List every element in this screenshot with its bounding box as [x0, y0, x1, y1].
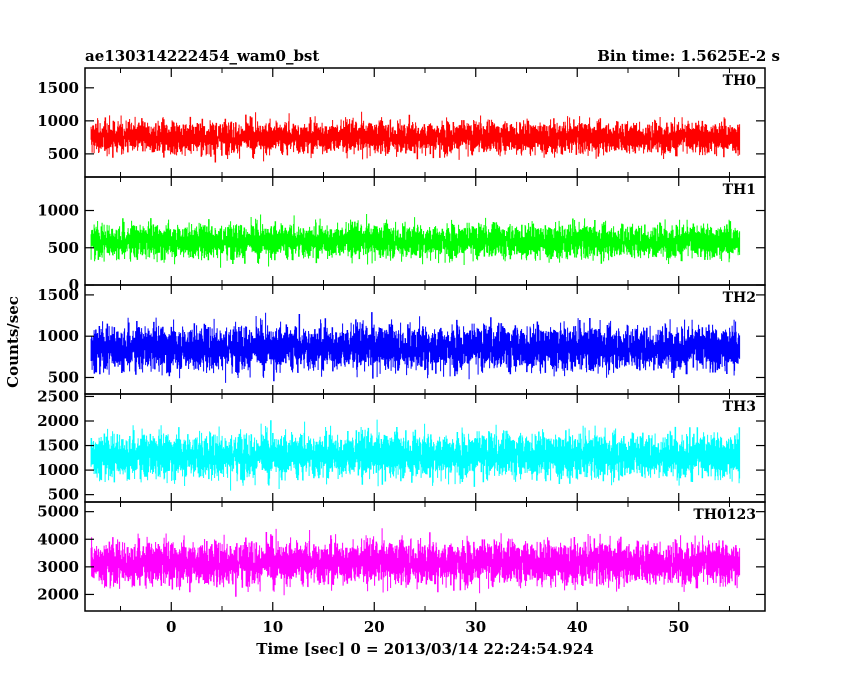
series-th1 — [90, 214, 741, 268]
series-th0 — [90, 111, 741, 163]
y-tick-label: 500 — [48, 368, 79, 386]
panel-label: TH1 — [723, 182, 756, 198]
series-th3 — [90, 419, 741, 491]
y-tick-label: 1500 — [37, 79, 79, 97]
y-tick-label: 2000 — [37, 412, 79, 430]
y-tick-label: 1000 — [37, 202, 79, 220]
panel-th3: 500 1000 1500 2000 2500 TH3 — [37, 387, 766, 504]
x-tick-label: 40 — [567, 618, 588, 636]
series-th0123 — [90, 528, 741, 597]
y-tick-label: 1500 — [37, 437, 79, 455]
x-tick-label: 50 — [668, 618, 689, 636]
panel-label: TH3 — [723, 399, 756, 415]
y-tick-label: 500 — [48, 145, 79, 163]
y-tick-label: 1000 — [37, 112, 79, 130]
x-axis-label: Time [sec] 0 = 2013/03/14 22:24:54.924 — [256, 640, 593, 658]
chart-title-right: Bin time: 1.5625E-2 s — [597, 47, 780, 65]
panel-th0123: 2000 3000 4000 5000 TH0123 — [37, 501, 766, 612]
series-th2 — [90, 312, 741, 383]
y-tick-label: 500 — [48, 486, 79, 504]
x-tick-label: 10 — [262, 618, 283, 636]
x-tick-label: 20 — [364, 618, 385, 636]
y-tick-label: 2500 — [37, 387, 79, 405]
panel-label: TH0 — [723, 73, 757, 89]
x-tick-label: 30 — [465, 618, 486, 636]
panel-label: TH2 — [723, 290, 756, 306]
y-tick-label: 1000 — [37, 461, 79, 479]
chart-title-left: ae130314222454_wam0_bst — [85, 47, 319, 65]
y-tick-label: 1500 — [37, 286, 79, 304]
y-tick-label: 0 — [69, 276, 79, 294]
panel-th1: 0 500 1000 TH1 — [37, 176, 766, 294]
panel-frame — [84, 67, 766, 178]
y-tick-label: 1000 — [37, 327, 79, 345]
y-tick-label: 4000 — [37, 530, 79, 548]
y-tick-label: 3000 — [37, 558, 79, 576]
y-tick-label: 500 — [48, 239, 79, 257]
y-tick-label: 5000 — [37, 503, 79, 521]
y-tick-label: 2000 — [37, 585, 79, 603]
x-tick-label: 0 — [166, 618, 176, 636]
panel-th0: 500 1000 1500 TH0 — [37, 67, 766, 178]
panel-th2: 500 1000 1500 TH2 — [37, 284, 766, 395]
panel-label: TH0123 — [693, 507, 756, 523]
y-axis-label: Counts/sec — [4, 296, 22, 388]
